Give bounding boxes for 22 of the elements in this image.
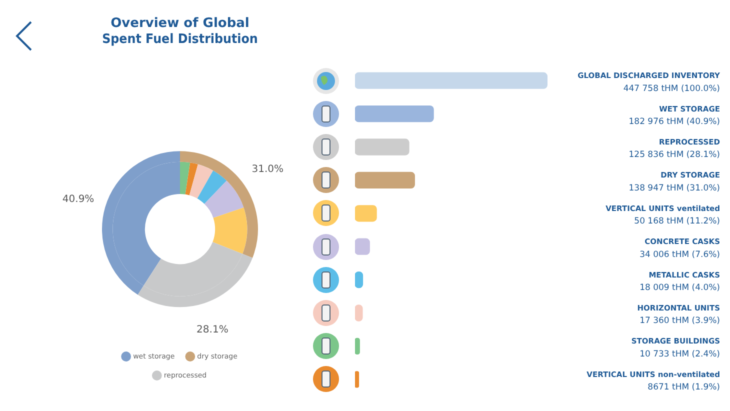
data-label: 28.1% [196,324,228,336]
data-label: 138 947 tHM (31.0%) [628,183,720,194]
bar [355,371,360,388]
data-label: 447 758 tHM (100.0%) [623,84,720,94]
bar [355,205,377,222]
chart-title: Overview of Global Spent Fuel Distribution [102,16,258,46]
bar [355,105,434,122]
bar [355,238,370,255]
bar [355,338,360,355]
bar [355,138,410,156]
data-label: 8671 tHM (1.9%) [648,382,720,393]
data-label: 40.9% [62,194,94,205]
data-label: 125 836 tHM (28.1%) [628,150,720,160]
data-label: 31.0% [252,164,284,176]
data-label: 182 976 tHM (40.9%) [628,117,720,128]
data-label: 34 006 tHM (7.6%) [640,250,720,260]
data-label: 10 733 tHM (2.4%) [640,349,720,360]
data-label: 18 009 tHM (4.0%) [640,283,720,294]
data-label: 50 168 tHM (11.2%) [634,216,720,227]
bar [355,72,548,89]
data-label: 17 360 tHM (3.9%) [640,316,720,326]
bar [355,172,415,189]
